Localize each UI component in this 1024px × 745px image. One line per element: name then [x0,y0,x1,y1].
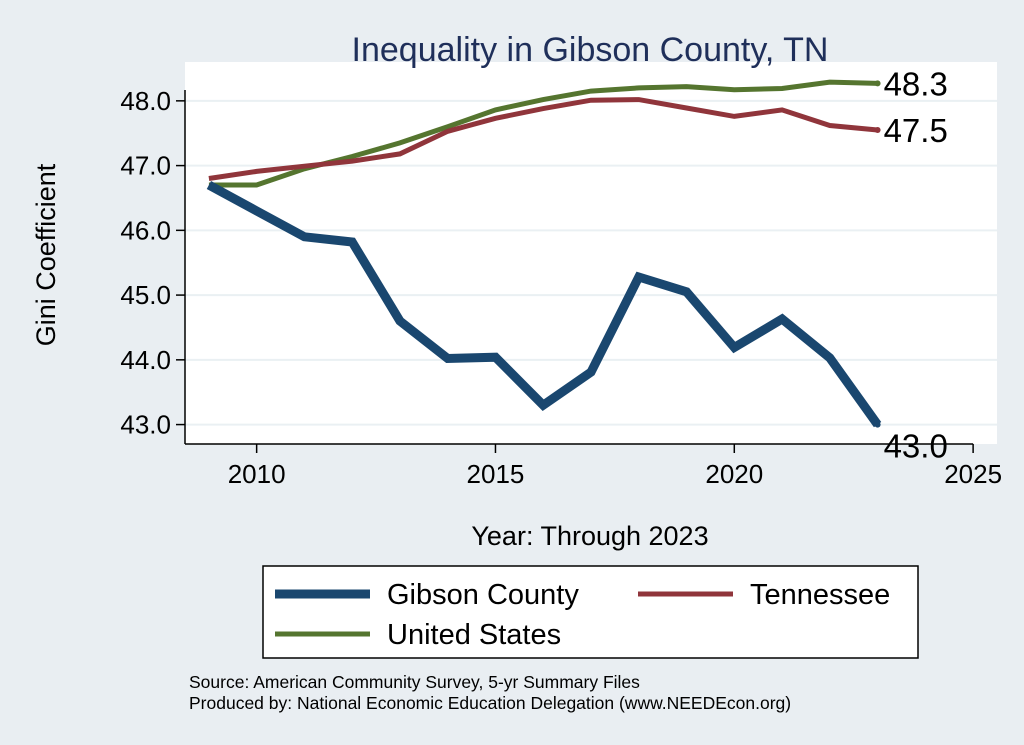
series-end-marker [874,80,881,87]
y-tick-label: 47.0 [120,151,171,181]
y-tick-label: 46.0 [120,215,171,245]
legend: Gibson County Tennessee United States [262,565,919,659]
series-end-marker [874,126,881,133]
series-lines [206,79,882,428]
end-labels: 48.3 47.5 43.0 [884,65,948,464]
legend-label: Tennessee [750,579,890,611]
series-end-label: 48.3 [884,65,948,102]
y-tick-label: 45.0 [120,280,171,310]
x-tick-label: 2020 [705,459,763,489]
plot-area [185,62,997,444]
y-tick-label: 43.0 [120,410,171,440]
legend-label: United States [387,619,561,651]
legend-label: Gibson County [387,579,579,611]
chart-title: Inequality in Gibson County, TN [352,31,829,69]
produced-by-note: Produced by: National Economic Education… [189,693,791,713]
series-end-marker [874,421,881,428]
y-tick-label: 48.0 [120,86,171,116]
series-line-gibson-county [206,181,882,428]
series-end-label: 47.5 [884,112,948,149]
x-axis-title: Year: Through 2023 [471,521,708,551]
series-end-label: 43.0 [884,428,948,465]
legend-box [262,565,919,659]
y-axis-title: Gini Coefficient [31,163,61,346]
x-tick-label: 2015 [467,459,525,489]
source-note: Source: American Community Survey, 5-yr … [189,672,640,692]
series-line-tennessee [208,97,878,181]
y-tick-label: 44.0 [120,345,171,375]
axes: 43.0 44.0 45.0 46.0 47.0 48.0 2010 2015 2020 2025 [120,86,1002,489]
x-tick-label: 2025 [944,459,1002,489]
x-tick-label: 2010 [228,459,286,489]
